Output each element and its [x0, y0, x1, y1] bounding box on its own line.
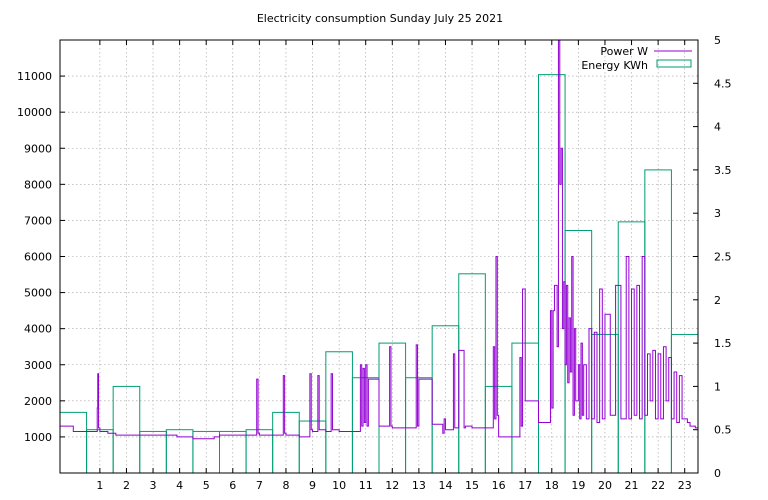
x-tick-label: 22	[651, 479, 665, 492]
y2-tick-label: 4.5	[714, 77, 732, 90]
legend-swatch-energy	[656, 59, 692, 68]
x-tick-label: 21	[625, 479, 639, 492]
y-tick-label: 11000	[17, 70, 52, 83]
y2-tick-label: 3	[714, 207, 721, 220]
y-tick-label: 6000	[24, 251, 52, 264]
x-tick-label: 8	[282, 479, 289, 492]
y-tick-label: 9000	[24, 142, 52, 155]
y2-tick-label: 5	[714, 34, 721, 47]
x-tick-label: 16	[492, 479, 506, 492]
y-axis-right: 0 0.5 1 1.5 2 2.5 3 3.5 4 4.5 5	[693, 34, 732, 480]
x-tick-label: 3	[150, 479, 157, 492]
y-axis-left: 1000 2000 3000 4000 5000 6000 7000 8000 9000 1000…	[17, 70, 65, 444]
y2-tick-label: 2.5	[714, 251, 732, 264]
y2-tick-label: 0.5	[714, 424, 732, 437]
y-tick-label: 7000	[24, 214, 52, 227]
x-tick-label: 2	[123, 479, 130, 492]
x-tick-label: 7	[256, 479, 263, 492]
y-tick-label: 1000	[24, 431, 52, 444]
y2-tick-label: 1	[714, 380, 721, 393]
x-tick-label: 6	[229, 479, 236, 492]
x-tick-label: 9	[309, 479, 316, 492]
x-tick-label: 10	[332, 479, 346, 492]
x-tick-label: 12	[385, 479, 399, 492]
y-tick-label: 8000	[24, 178, 52, 191]
y2-tick-label: 2	[714, 294, 721, 307]
x-tick-label: 20	[598, 479, 612, 492]
y2-tick-label: 1.5	[714, 337, 732, 350]
energy-bar	[59, 411, 88, 474]
power-line	[60, 39, 698, 440]
y-tick-label: 5000	[24, 287, 52, 300]
y-tick-label: 3000	[24, 359, 52, 372]
y-tick-label: 4000	[24, 323, 52, 336]
legend-label-energy: Energy KWh	[581, 59, 648, 72]
x-tick-label: 23	[678, 479, 692, 492]
x-tick-label: 18	[545, 479, 559, 492]
power-line-group	[60, 39, 698, 440]
x-tick-label: 5	[203, 479, 210, 492]
x-tick-label: 13	[412, 479, 426, 492]
y2-tick-label: 3.5	[714, 164, 732, 177]
x-tick-label: 17	[518, 479, 532, 492]
x-tick-label: 15	[465, 479, 479, 492]
y-tick-label: 2000	[24, 395, 52, 408]
x-tick-label: 19	[571, 479, 585, 492]
x-tick-label: 14	[438, 479, 452, 492]
legend: Power W Energy KWh	[581, 45, 692, 72]
legend-label-power: Power W	[600, 45, 648, 58]
x-tick-label: 1	[96, 479, 103, 492]
chart-title: Electricity consumption Sunday July 25 2…	[257, 12, 503, 25]
y2-tick-label: 0	[714, 467, 721, 480]
x-axis: 1 2 3 4 5 6 7 8 9 10 11 12 13 14 15 16 17 18 19 20 21 22 23	[96, 40, 692, 492]
y-tick-label: 10000	[17, 106, 52, 119]
y2-tick-label: 4	[714, 121, 721, 134]
x-tick-label: 4	[176, 479, 183, 492]
x-tick-label: 11	[359, 479, 373, 492]
